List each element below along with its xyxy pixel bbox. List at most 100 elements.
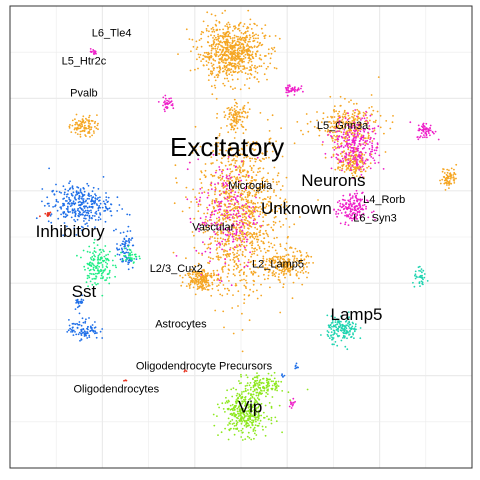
data-point (247, 141, 250, 144)
data-point (196, 270, 199, 273)
data-point (262, 411, 265, 414)
data-point (353, 192, 356, 195)
data-point (349, 198, 352, 201)
data-point (246, 155, 249, 158)
data-point (348, 154, 350, 156)
data-point (235, 263, 238, 266)
data-point (240, 429, 243, 432)
data-point (243, 169, 246, 172)
data-point (164, 100, 166, 103)
data-point (269, 196, 272, 198)
data-point (248, 213, 251, 216)
data-point (212, 274, 215, 277)
data-point (233, 28, 236, 30)
data-point (336, 146, 339, 149)
data-point (208, 74, 210, 77)
data-point (89, 268, 92, 271)
data-point (249, 426, 252, 429)
data-point (268, 269, 271, 272)
data-point (118, 204, 121, 206)
data-point (343, 111, 346, 113)
data-point (215, 274, 218, 277)
data-point (270, 52, 273, 55)
data-point (213, 41, 216, 44)
data-point (203, 278, 206, 281)
data-point (213, 174, 216, 177)
data-point (232, 88, 234, 90)
data-point (285, 254, 288, 256)
data-point (273, 211, 276, 213)
data-point (241, 439, 244, 441)
data-point (216, 112, 219, 115)
data-point (348, 101, 350, 103)
data-point (266, 150, 268, 153)
data-point (252, 141, 255, 143)
data-point (221, 146, 224, 149)
data-point (341, 155, 343, 158)
data-point (256, 289, 258, 292)
data-point (196, 276, 199, 279)
data-point (215, 53, 218, 56)
data-point (243, 215, 246, 218)
data-point (240, 57, 243, 60)
data-point (83, 335, 86, 337)
data-point (353, 202, 356, 205)
data-point (272, 272, 274, 274)
data-point (240, 268, 243, 271)
data-point (224, 35, 227, 38)
data-point (349, 151, 352, 154)
data-point (218, 258, 220, 261)
data-point (247, 215, 250, 218)
data-point (264, 34, 267, 37)
data-point (240, 32, 243, 34)
data-point (353, 144, 356, 147)
data-point (202, 276, 205, 279)
data-point (348, 127, 350, 130)
data-point (255, 179, 257, 181)
data-point (245, 231, 248, 234)
data-point (214, 171, 217, 174)
data-point (250, 54, 253, 57)
data-point (217, 74, 220, 77)
data-point (221, 170, 223, 173)
data-point (219, 237, 222, 240)
data-point (187, 274, 190, 277)
data-point (115, 266, 117, 269)
data-point (228, 116, 231, 118)
data-point (333, 110, 336, 113)
data-point (48, 205, 50, 207)
data-point (421, 271, 423, 274)
data-point (266, 258, 268, 261)
data-point (349, 210, 352, 212)
data-point (338, 200, 341, 202)
data-point (263, 278, 266, 281)
data-point (69, 211, 71, 213)
data-point (259, 54, 262, 56)
data-point (347, 148, 350, 151)
data-point (239, 418, 242, 421)
data-point (246, 182, 249, 185)
data-point (232, 427, 235, 430)
data-point (242, 45, 245, 48)
data-point (212, 37, 214, 39)
data-point (339, 329, 342, 332)
data-point (246, 265, 249, 268)
data-point (302, 90, 304, 93)
data-point (369, 152, 371, 155)
data-point (74, 123, 77, 126)
data-point (221, 143, 223, 146)
data-point (344, 123, 347, 126)
data-point (227, 206, 230, 208)
data-point (238, 188, 241, 191)
data-point (266, 178, 268, 181)
data-point (231, 179, 234, 182)
data-point (204, 169, 207, 172)
data-point (255, 232, 258, 235)
data-point (241, 115, 244, 118)
data-point (256, 66, 259, 69)
data-point (63, 191, 66, 194)
data-point (214, 59, 217, 62)
data-point (275, 194, 277, 197)
data-point (190, 277, 193, 280)
data-point (162, 104, 164, 107)
